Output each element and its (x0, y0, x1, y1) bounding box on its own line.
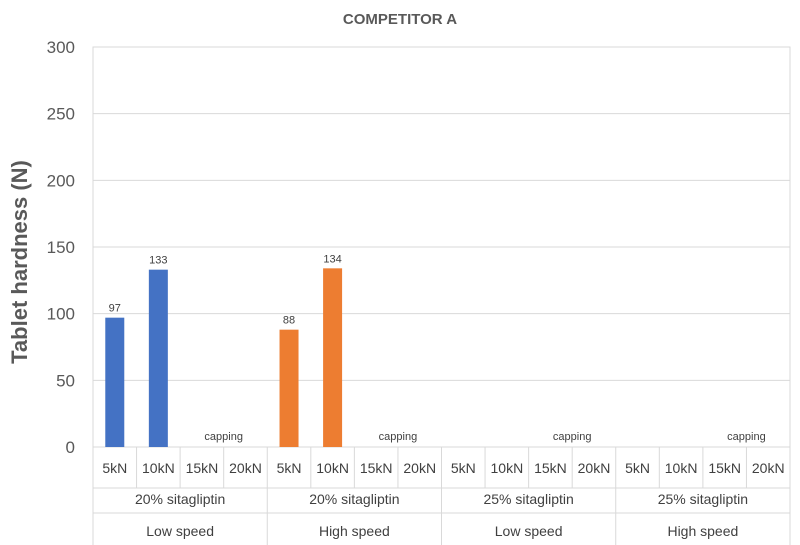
group-speed-label: Low speed (146, 523, 214, 539)
bar (148, 269, 168, 447)
group-formulation-label: 25% sitagliptin (483, 491, 573, 507)
bar (323, 268, 343, 447)
x-tick-label: 5kN (277, 460, 302, 476)
y-axis-label: Tablet hardness (N) (7, 160, 32, 364)
x-tick-label: 10kN (491, 460, 524, 476)
x-tick-label: 10kN (665, 460, 698, 476)
group-speed-label: High speed (667, 523, 738, 539)
y-tick-label: 250 (47, 105, 75, 124)
x-tick-label: 20kN (578, 460, 611, 476)
y-tick-label: 150 (47, 238, 75, 257)
capping-note: capping (727, 431, 766, 443)
x-tick-label: 15kN (708, 460, 741, 476)
x-tick-label: 5kN (102, 460, 127, 476)
chart-title: COMPETITOR A (343, 11, 457, 28)
y-tick-label: 50 (56, 371, 75, 390)
bar (105, 317, 125, 447)
data-label: 88 (283, 315, 295, 327)
group-speed-label: Low speed (495, 523, 563, 539)
x-tick-label: 5kN (625, 460, 650, 476)
x-tick-label: 20kN (752, 460, 785, 476)
data-label: 97 (109, 303, 121, 315)
capping-note: capping (553, 431, 592, 443)
x-tick-label: 15kN (186, 460, 219, 476)
x-tick-label: 20kN (229, 460, 262, 476)
group-formulation-label: 20% sitagliptin (309, 491, 399, 507)
bar (279, 329, 299, 447)
plot-area: 0 50 100 150 200 250 300 5kN 10kN 15kN 20kN 5kN 10kN… (47, 38, 791, 545)
y-tick-label: 0 (66, 438, 75, 457)
x-tick-label: 10kN (316, 460, 349, 476)
x-tick-label: 15kN (534, 460, 567, 476)
group-formulation-label: 20% sitagliptin (135, 491, 225, 507)
capping-note: capping (204, 431, 243, 443)
y-tick-label: 200 (47, 171, 75, 190)
data-label: 133 (149, 255, 167, 267)
group-speed-label: High speed (319, 523, 390, 539)
group-formulation-label: 25% sitagliptin (658, 491, 748, 507)
x-tick-label: 20kN (403, 460, 436, 476)
capping-note: capping (379, 431, 418, 443)
x-tick-label: 5kN (451, 460, 476, 476)
y-tick-label: 100 (47, 305, 75, 324)
x-tick-label: 10kN (142, 460, 175, 476)
data-label: 134 (323, 253, 341, 265)
y-tick-label: 300 (47, 38, 75, 57)
x-tick-label: 15kN (360, 460, 393, 476)
